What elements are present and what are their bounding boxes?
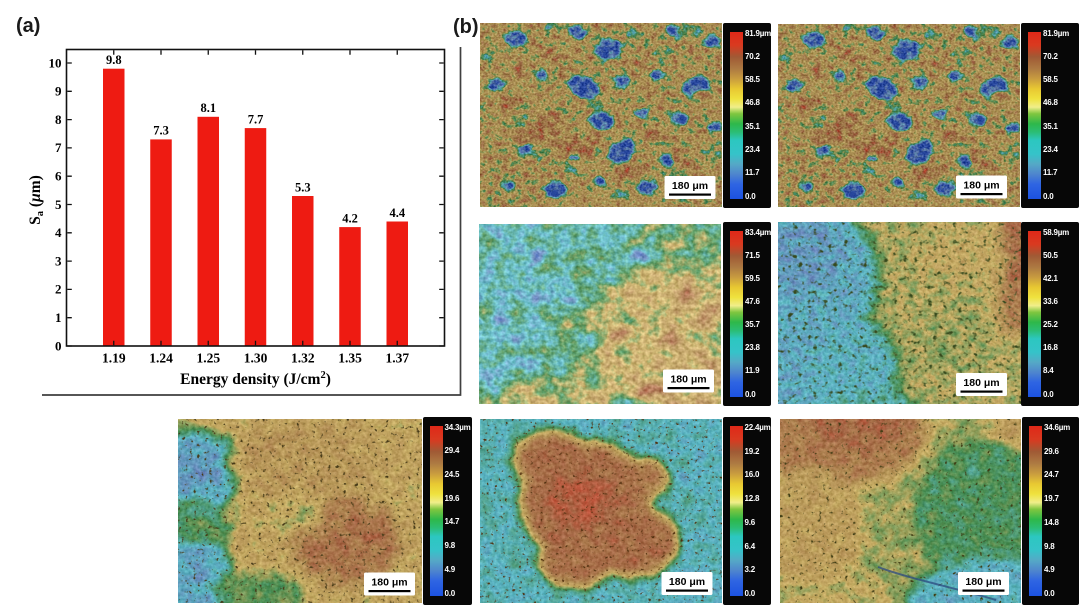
svg-text:8.1: 8.1 xyxy=(200,101,216,115)
svg-text:8: 8 xyxy=(55,112,62,127)
svg-text:(a): (a) xyxy=(16,15,40,37)
svg-text:1.32: 1.32 xyxy=(291,351,315,366)
svg-text:7.7: 7.7 xyxy=(248,112,264,126)
svg-text:1.35: 1.35 xyxy=(338,351,362,366)
svg-text:1.19: 1.19 xyxy=(102,351,126,366)
svg-text:7: 7 xyxy=(55,140,62,155)
svg-text:4: 4 xyxy=(55,225,62,240)
svg-text:1: 1 xyxy=(55,310,62,325)
svg-text:2: 2 xyxy=(55,282,62,297)
svg-text:5: 5 xyxy=(55,197,62,212)
svg-text:Energy density (J/cm2): Energy density (J/cm2) xyxy=(180,370,331,388)
svg-text:180 μm: 180 μm xyxy=(669,576,705,588)
svg-text:1.24: 1.24 xyxy=(149,351,173,366)
svg-text:1.37: 1.37 xyxy=(385,351,409,366)
svg-text:6: 6 xyxy=(55,169,62,184)
svg-text:180 μm: 180 μm xyxy=(671,180,707,192)
svg-text:1.25: 1.25 xyxy=(196,351,220,366)
svg-text:0: 0 xyxy=(55,338,62,353)
svg-text:180 μm: 180 μm xyxy=(670,374,706,386)
svg-text:180 μm: 180 μm xyxy=(963,179,999,191)
svg-text:180 μm: 180 μm xyxy=(371,576,407,588)
svg-text:(b): (b) xyxy=(453,16,479,38)
svg-text:5.3: 5.3 xyxy=(295,180,311,194)
svg-text:1.30: 1.30 xyxy=(244,351,268,366)
svg-text:4.4: 4.4 xyxy=(389,206,405,220)
svg-text:7.3: 7.3 xyxy=(153,124,169,138)
svg-text:10: 10 xyxy=(49,55,62,70)
svg-text:180 μm: 180 μm xyxy=(965,576,1001,588)
svg-text:180 μm: 180 μm xyxy=(963,377,999,389)
svg-text:9: 9 xyxy=(55,84,62,99)
svg-text:Sa (μm): Sa (μm) xyxy=(27,175,46,225)
svg-text:3: 3 xyxy=(55,253,62,268)
svg-text:4.2: 4.2 xyxy=(342,211,358,225)
svg-text:9.8: 9.8 xyxy=(106,53,122,67)
